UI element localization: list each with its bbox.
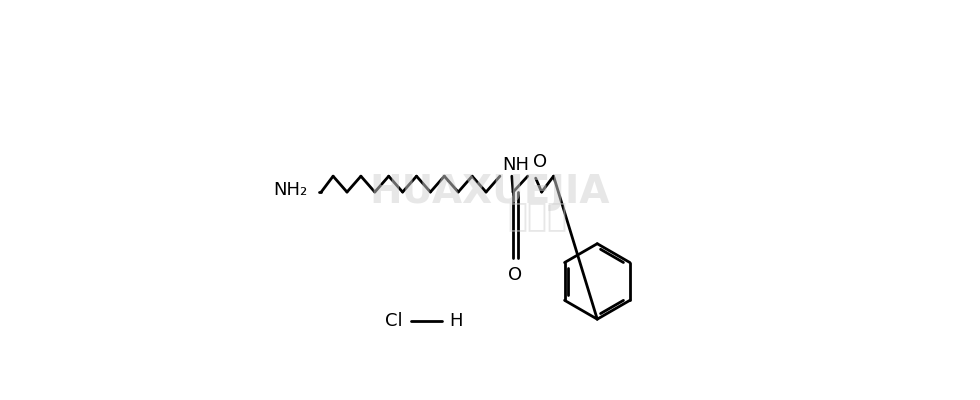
Text: NH: NH bbox=[502, 156, 529, 174]
Text: HUAXUEJIA: HUAXUEJIA bbox=[369, 173, 611, 211]
Text: NH₂: NH₂ bbox=[273, 181, 308, 199]
Text: H: H bbox=[450, 312, 463, 330]
Text: O: O bbox=[532, 153, 547, 171]
Text: O: O bbox=[509, 266, 522, 284]
Text: 化学加: 化学加 bbox=[508, 199, 567, 232]
Text: Cl: Cl bbox=[385, 312, 403, 330]
